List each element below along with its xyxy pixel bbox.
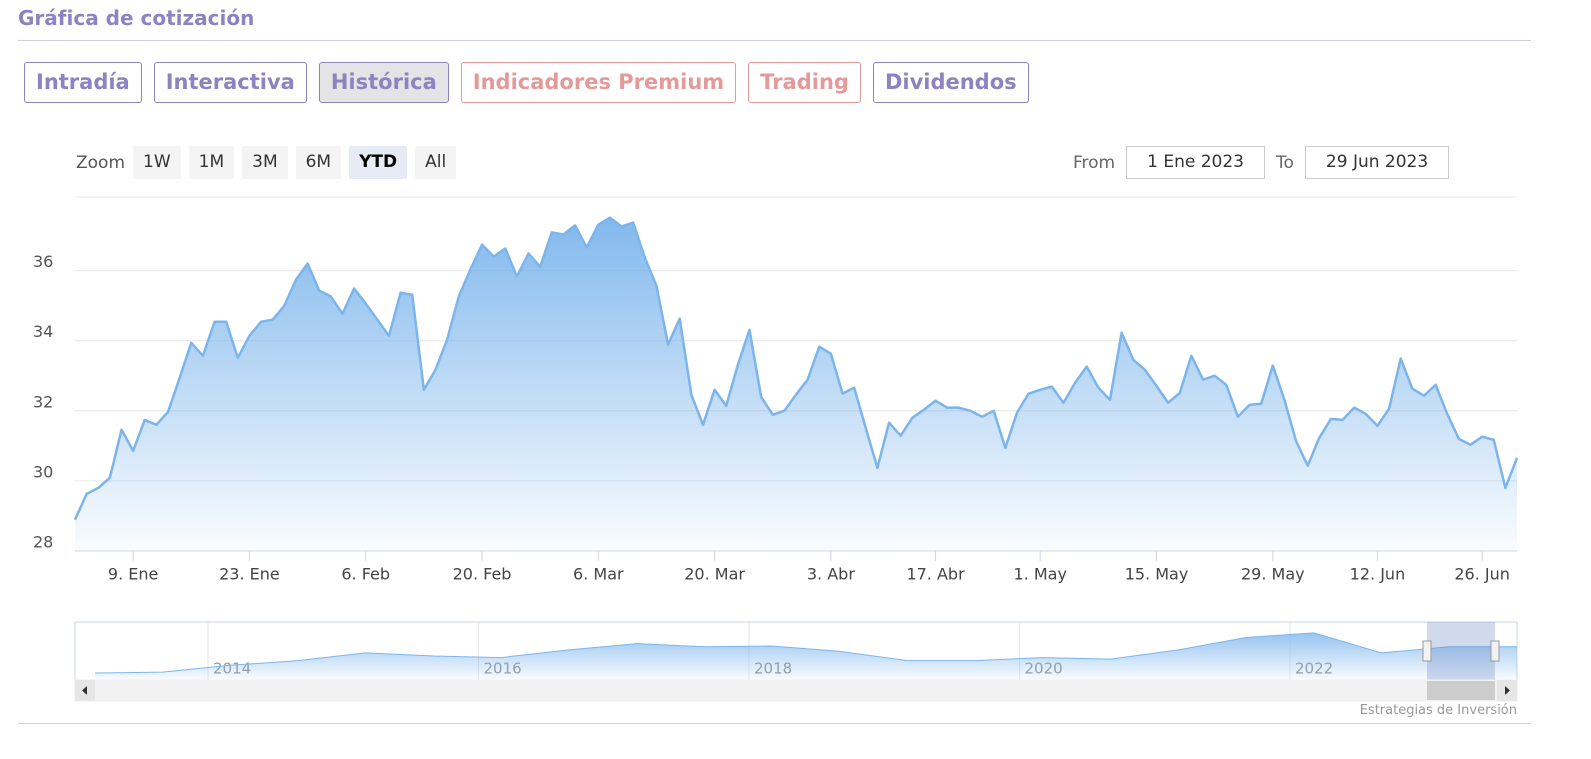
credits: Estrategias de Inversión <box>1359 703 1517 718</box>
divider <box>18 40 1531 41</box>
navigator-handle[interactable] <box>1490 640 1500 662</box>
x-tick-label: 20. Mar <box>684 565 745 584</box>
x-tick-label: 26. Jun <box>1454 565 1510 584</box>
zoom-button[interactable]: All <box>415 146 457 179</box>
tab[interactable]: Dividendos <box>872 62 1029 103</box>
tab[interactable]: Trading <box>748 62 861 103</box>
x-tick-label: 6. Feb <box>341 565 390 584</box>
zoom-label: Zoom <box>76 152 126 173</box>
from-label: From <box>1073 152 1116 173</box>
date-range: From 1 Ene 2023 To 29 Jun 2023 <box>1073 146 1450 179</box>
zoom-button[interactable]: 3M <box>242 146 288 179</box>
tab-bar: Intradía Interactiva Histórica Indicadores … <box>24 62 1029 103</box>
tab[interactable]: Intradía <box>24 62 142 103</box>
tab[interactable]: Interactiva <box>153 62 307 103</box>
tab[interactable]: Histórica <box>318 62 449 103</box>
y-tick-label: 28 <box>33 533 53 552</box>
to-label: To <box>1276 152 1294 173</box>
y-tick-label: 36 <box>33 252 53 271</box>
zoom-button[interactable]: 1W <box>133 146 181 179</box>
area-fill <box>75 217 1517 552</box>
x-tick-label: 20. Feb <box>453 565 512 584</box>
x-tick-label: 9. Ene <box>108 565 158 584</box>
y-tick-label: 32 <box>33 392 53 411</box>
line <box>73 216 1519 521</box>
x-tick-label: 1. May <box>1013 565 1066 584</box>
x-tick-label: 23. Ene <box>219 565 280 584</box>
navigator-area <box>95 632 1517 680</box>
scrollbar-thumb[interactable] <box>1427 681 1495 700</box>
x-tick-label: 29. May <box>1241 565 1305 584</box>
x-tick-label: 3. Abr <box>807 565 855 584</box>
navigator-line <box>94 632 1517 674</box>
x-tick-label: 6. Mar <box>573 565 624 584</box>
to-input[interactable]: 29 Jun 2023 <box>1304 146 1450 179</box>
arrow <box>1505 686 1510 695</box>
y-tick-label: 34 <box>33 322 53 341</box>
navigator-handle[interactable] <box>1422 640 1432 662</box>
scrollbar-track <box>74 679 1518 702</box>
navigator-window <box>1427 622 1495 680</box>
from-input[interactable]: 1 Ene 2023 <box>1126 146 1265 179</box>
page-title: Gráfica de cotización <box>18 6 255 30</box>
zoom-button[interactable]: YTD <box>349 146 408 179</box>
arrow <box>82 686 87 695</box>
x-tick-label: 17. Abr <box>906 565 965 584</box>
tab[interactable]: Indicadores Premium <box>460 62 737 103</box>
zoom-button[interactable]: 6M <box>295 146 342 179</box>
y-tick-label: 30 <box>33 462 53 481</box>
zoom-button[interactable]: 1M <box>188 146 235 179</box>
x-tick-label: 12. Jun <box>1350 565 1406 584</box>
x-tick-label: 15. May <box>1125 565 1189 584</box>
zoom-bar: Zoom 1W 1M 3M 6M YTD All <box>76 146 457 179</box>
divider <box>18 723 1531 724</box>
